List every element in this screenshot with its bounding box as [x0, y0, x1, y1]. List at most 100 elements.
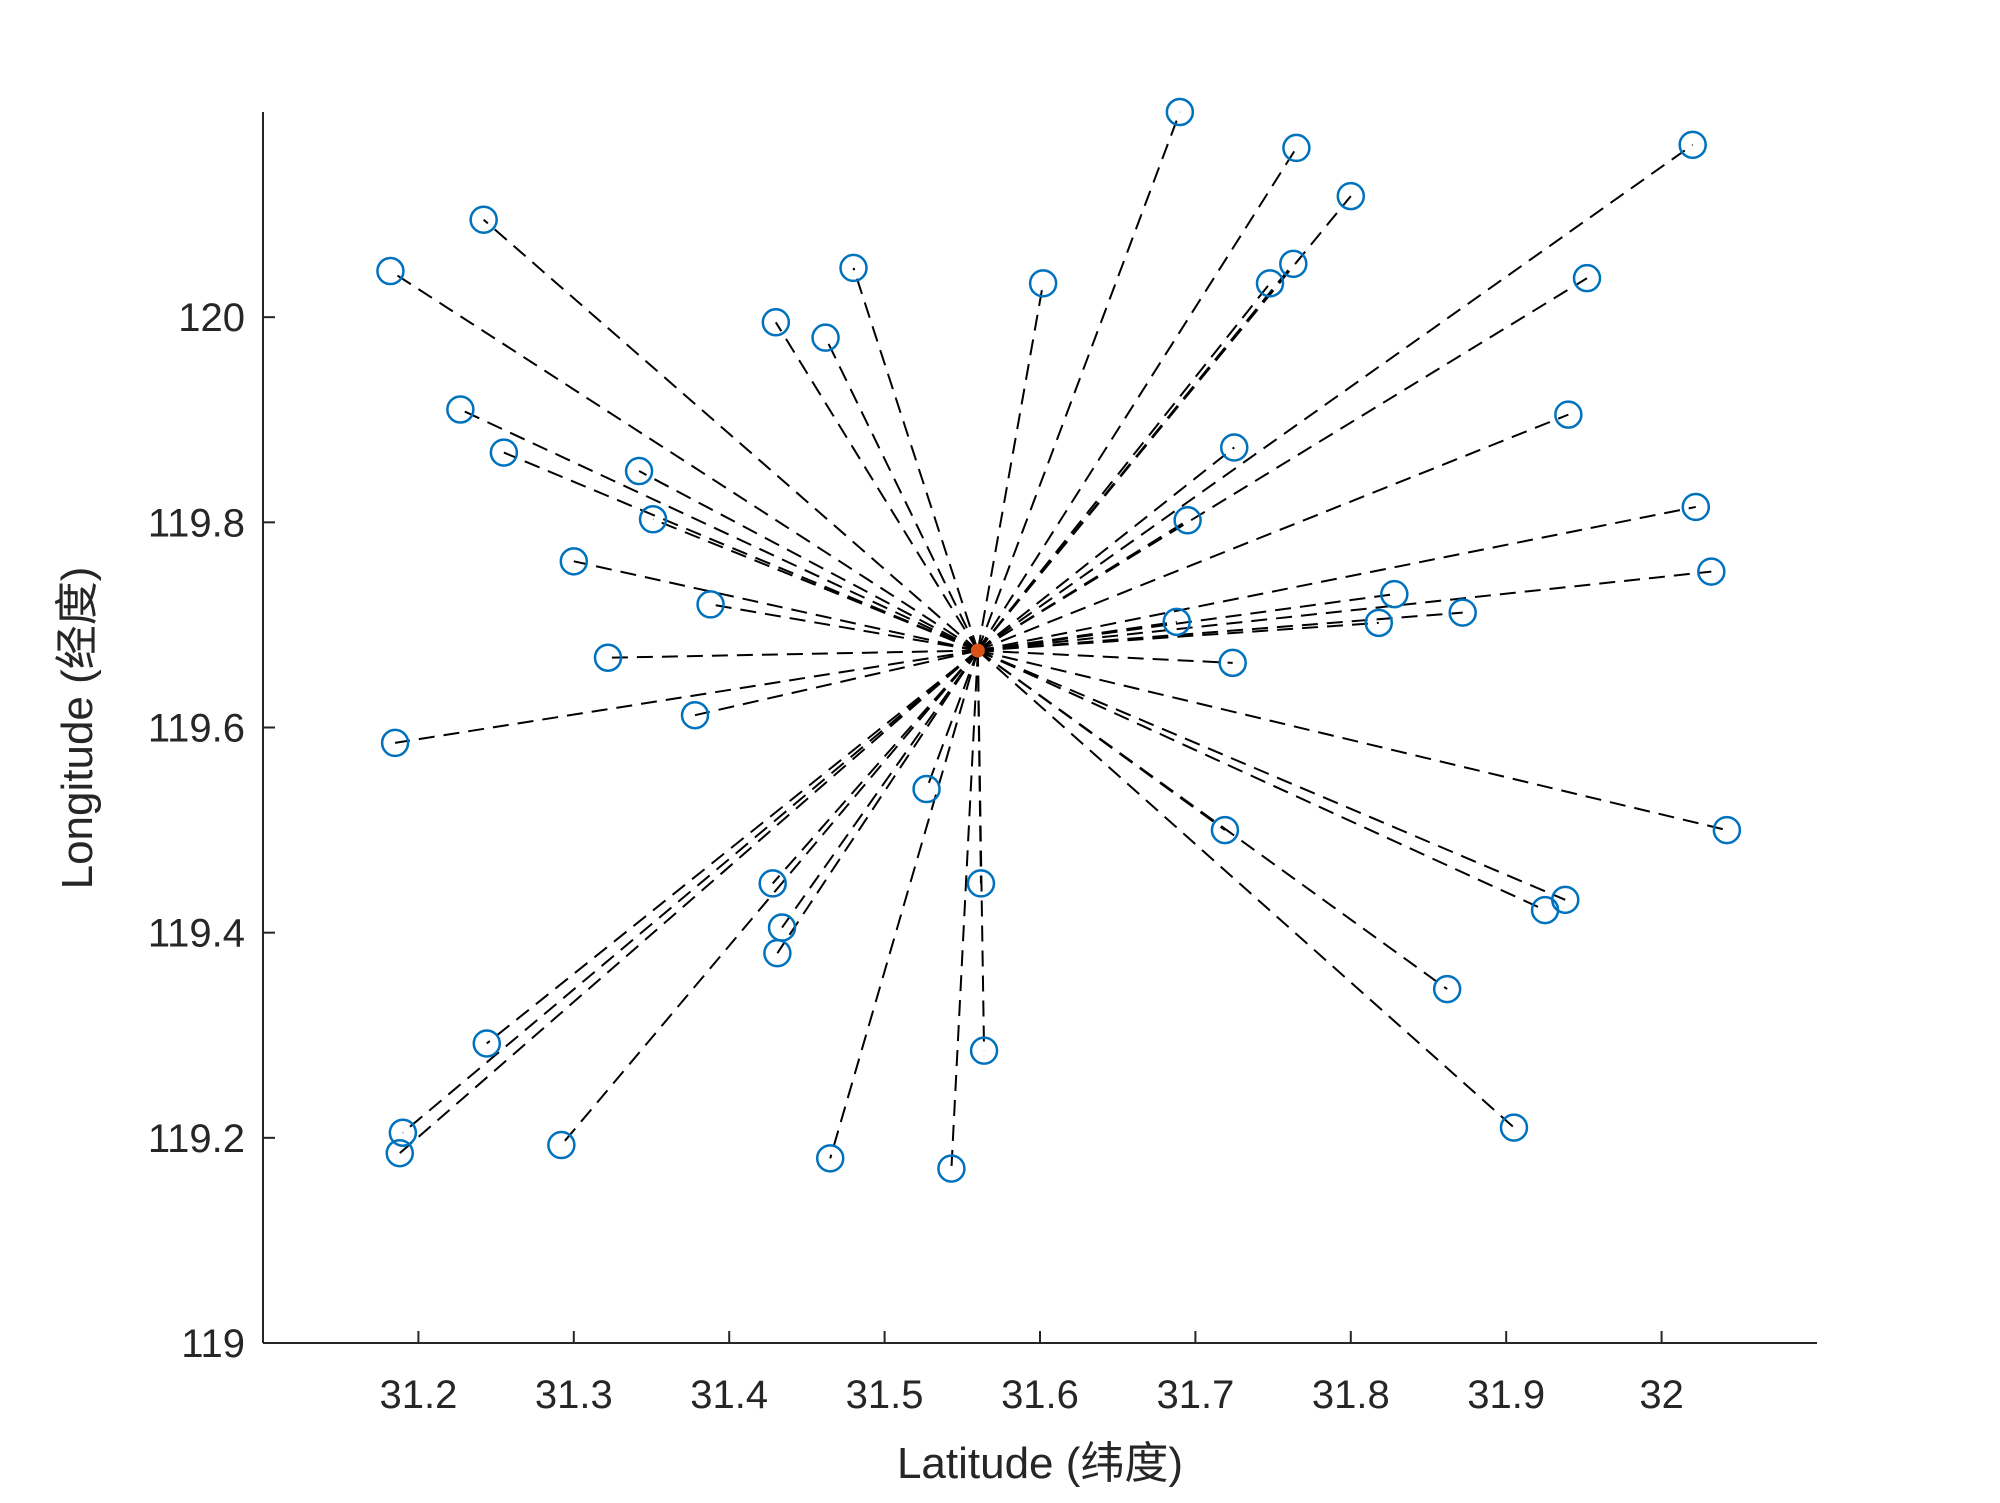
connector-line — [977, 620, 1177, 652]
connector-line — [774, 321, 979, 652]
connector-line — [560, 649, 979, 1146]
y-tick-label: 119 — [181, 1322, 245, 1366]
x-tick-label: 31.2 — [379, 1373, 457, 1417]
data-point — [1210, 815, 1240, 845]
connector-line — [977, 649, 1515, 1129]
data-point — [1336, 181, 1366, 211]
connector-line — [977, 413, 1569, 652]
connector-line — [977, 649, 1233, 664]
data-point — [1499, 1113, 1529, 1142]
y-axis-title: Longitude (经度) — [53, 567, 102, 890]
connector-line — [459, 408, 979, 652]
data-point — [937, 1154, 966, 1183]
data-point — [624, 456, 654, 486]
data-point — [1681, 492, 1711, 522]
x-tick-label: 31.7 — [1156, 1373, 1234, 1417]
y-tick-label: 119.6 — [148, 707, 245, 751]
connector-line — [402, 649, 979, 1134]
x-tick-label: 32 — [1639, 1373, 1684, 1417]
connector-line — [977, 570, 1712, 652]
data-point — [388, 1118, 418, 1147]
y-tick-label: 120 — [178, 296, 245, 340]
data-point — [1432, 974, 1462, 1004]
connector-line — [638, 470, 979, 652]
data-point — [696, 590, 725, 619]
x-tick-label: 31.5 — [846, 1373, 924, 1417]
data-point — [446, 395, 475, 424]
data-point — [1554, 400, 1583, 429]
data-point — [380, 728, 410, 758]
y-ticks: 119 119.2 119.4 119.6 119.8 120 — [148, 296, 275, 1366]
connector-line — [694, 649, 979, 717]
connector-line — [776, 650, 979, 954]
data-point — [489, 438, 519, 467]
data-point — [839, 253, 868, 283]
data-point — [547, 1130, 576, 1160]
data-point — [1279, 249, 1308, 279]
data-point — [1697, 557, 1726, 586]
data-point — [758, 869, 787, 898]
data-points — [376, 97, 1742, 1183]
y-tick-label: 119.8 — [148, 501, 245, 545]
x-tick-label: 31.3 — [535, 1373, 613, 1417]
y-tick-label: 119.4 — [148, 912, 245, 956]
connector-line — [394, 649, 978, 744]
data-point — [1028, 269, 1058, 298]
data-point — [559, 547, 589, 576]
data-point — [1218, 648, 1247, 678]
data-point — [1173, 506, 1202, 535]
data-point — [1530, 895, 1560, 925]
connector-line — [652, 518, 979, 652]
connector-line — [771, 649, 979, 885]
data-point — [811, 323, 840, 352]
connector-line — [976, 111, 1181, 651]
data-point — [1380, 579, 1409, 609]
data-point — [969, 1036, 999, 1065]
x-ticks: 31.2 31.3 31.4 31.5 31.6 31.7 31.8 31.9 32 — [379, 1331, 1684, 1417]
data-point — [1364, 608, 1394, 638]
connector-line — [977, 505, 1696, 652]
center-marker — [970, 643, 985, 658]
x-tick-label: 31.8 — [1312, 1373, 1390, 1417]
data-point — [472, 1029, 502, 1058]
data-point — [966, 869, 996, 898]
data-point — [1678, 130, 1707, 160]
connector-line — [483, 218, 979, 652]
data-point — [1165, 97, 1195, 127]
connector-line — [486, 649, 979, 1045]
connector-line — [977, 144, 1694, 652]
data-point — [815, 1144, 845, 1173]
data-point — [912, 774, 941, 804]
connector-line — [950, 650, 979, 1169]
connector-line — [977, 621, 1379, 652]
data-point — [376, 256, 405, 286]
x-tick-label: 31.9 — [1467, 1373, 1545, 1417]
connector-line — [977, 649, 1546, 912]
center-point — [970, 643, 985, 658]
data-point — [763, 938, 792, 968]
connector-line — [977, 593, 1395, 652]
data-point — [680, 700, 710, 730]
data-point — [1572, 263, 1602, 293]
data-point — [761, 308, 791, 337]
data-point — [638, 505, 668, 534]
connector-line — [829, 650, 979, 1159]
connector-line — [781, 649, 979, 929]
connector-line — [977, 263, 1295, 652]
connector-line — [977, 282, 1271, 652]
data-point — [1162, 607, 1192, 637]
connector-line — [977, 649, 1566, 901]
connector-line — [389, 270, 979, 652]
connector-line — [710, 603, 979, 652]
y-tick-label: 119.2 — [148, 1117, 245, 1161]
connector-line — [573, 560, 979, 652]
connector-line — [977, 195, 1352, 652]
connector-line — [977, 649, 1448, 990]
connector-line — [852, 267, 979, 651]
connector-line — [977, 446, 1235, 652]
data-point — [593, 643, 623, 672]
x-tick-label: 31.6 — [1001, 1373, 1079, 1417]
connector-line — [607, 649, 978, 659]
connector-line — [824, 337, 979, 652]
